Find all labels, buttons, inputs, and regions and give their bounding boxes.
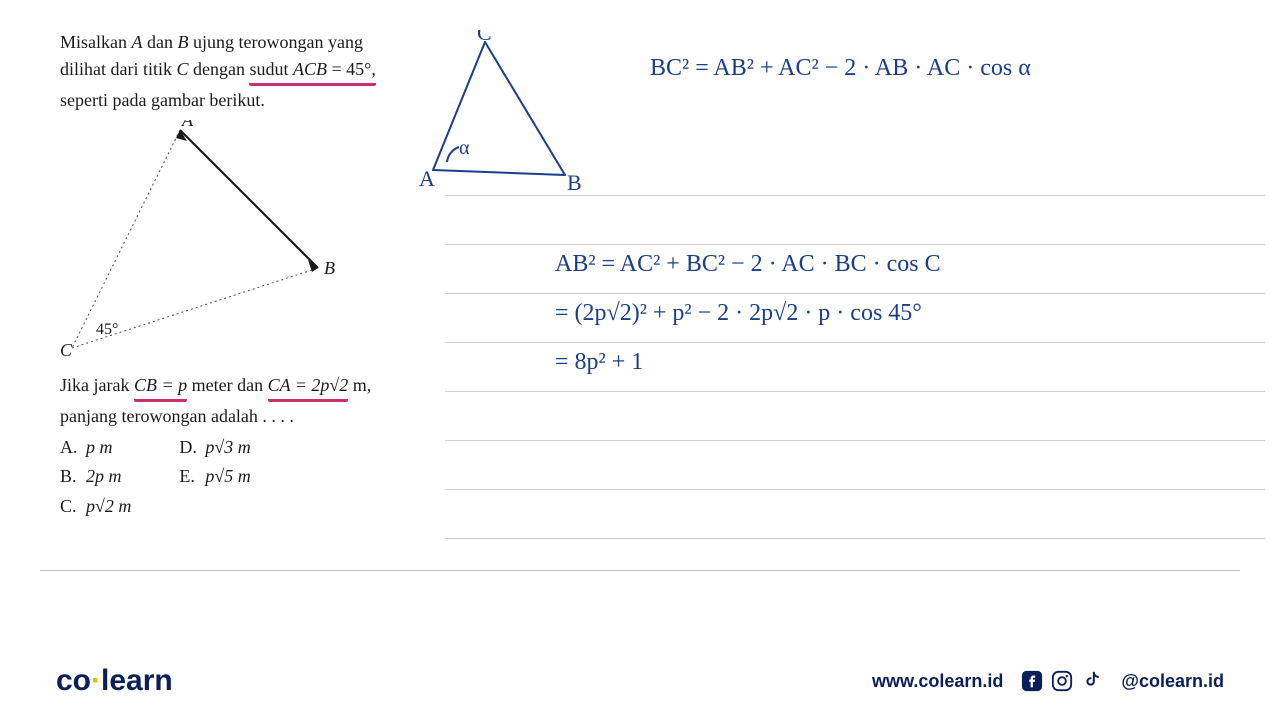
problem-text-block: Misalkan A dan B ujung terowongan yang d… bbox=[60, 30, 430, 519]
instagram-icon bbox=[1051, 670, 1073, 692]
problem-line-2: dilihat dari titik C dengan sudut ACB = … bbox=[60, 57, 430, 86]
problem-line-3: seperti pada gambar berikut. bbox=[60, 88, 430, 113]
ruled-work-area: AB² = AC² + BC² − 2 · AC · BC · cos C = … bbox=[445, 195, 1265, 587]
facebook-icon bbox=[1021, 670, 1043, 692]
triangle-abc-diagram: A B C 45° bbox=[60, 120, 340, 360]
svg-text:B: B bbox=[567, 170, 582, 195]
diagram-label-c: C bbox=[60, 340, 73, 360]
option-d: D.p√3 m bbox=[179, 435, 250, 460]
answer-options: A.p m B.2p m C.p√2 m D.p√3 m E.p√5 m bbox=[60, 435, 430, 519]
svg-text:α: α bbox=[459, 137, 470, 159]
diagram-label-b: B bbox=[324, 258, 335, 278]
option-a: A.p m bbox=[60, 435, 131, 460]
svg-text:A: A bbox=[419, 166, 435, 191]
handwriting-step-2: = (2p√2)² + p² − 2 · 2p√2 · p · cos 45° bbox=[555, 300, 922, 327]
handwriting-triangle: A B C α bbox=[415, 30, 595, 195]
problem-line-1: Misalkan A dan B ujung terowongan yang bbox=[60, 30, 430, 55]
tiktok-icon bbox=[1081, 670, 1103, 692]
footer-url: www.colearn.id bbox=[872, 671, 1003, 692]
option-b: B.2p m bbox=[60, 464, 131, 489]
footer-divider bbox=[40, 570, 1240, 571]
diagram-angle-label: 45° bbox=[96, 321, 118, 338]
footer-bar: co·learn www.colearn.id @colearn.id bbox=[0, 664, 1280, 698]
problem-given: Jika jarak CB = p meter dan CA = 2p√2 m, bbox=[60, 373, 430, 402]
handwriting-step-3: = 8p² + 1 bbox=[555, 349, 643, 376]
footer-right: www.colearn.id @colearn.id bbox=[872, 670, 1224, 692]
diagram-label-a: A bbox=[181, 120, 194, 130]
option-e: E.p√5 m bbox=[179, 464, 250, 489]
option-c: C.p√2 m bbox=[60, 494, 131, 519]
handwriting-step-1: AB² = AC² + BC² − 2 · AC · BC · cos C bbox=[555, 251, 941, 278]
handwriting-law-of-cosines: BC² = AB² + AC² − 2 · AB · AC · cos α bbox=[650, 55, 1031, 82]
svg-text:C: C bbox=[477, 30, 492, 45]
colearn-logo: co·learn bbox=[56, 664, 173, 698]
footer-handle: @colearn.id bbox=[1121, 671, 1224, 692]
problem-asked: panjang terowongan adalah . . . . bbox=[60, 404, 430, 429]
social-icons bbox=[1021, 670, 1103, 692]
problem-diagram: A B C 45° bbox=[60, 120, 430, 367]
